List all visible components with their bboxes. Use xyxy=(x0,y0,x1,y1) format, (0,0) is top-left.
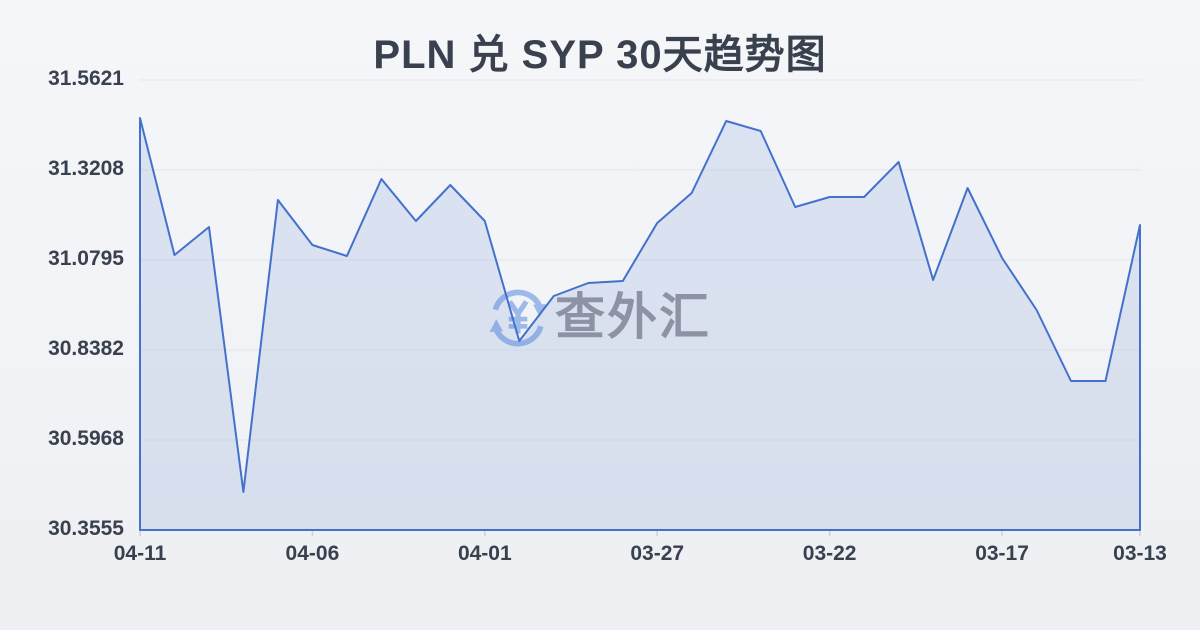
x-axis-label: 03-17 xyxy=(975,542,1029,565)
y-axis-label: 31.5621 xyxy=(48,67,124,90)
currency-exchange-icon xyxy=(489,289,547,347)
x-axis-label: 03-27 xyxy=(630,542,685,565)
y-axis-label: 30.3555 xyxy=(48,517,124,540)
watermark: 查外汇 xyxy=(487,286,711,348)
x-axis-label: 03-22 xyxy=(802,542,857,565)
y-axis-label: 31.0795 xyxy=(48,246,124,270)
y-axis-label: 31.3208 xyxy=(48,156,124,180)
x-axis-label: 04-11 xyxy=(113,542,167,565)
x-axis-label: 04-06 xyxy=(285,542,340,565)
x-axis-label: 03-13 xyxy=(1113,542,1167,565)
chart-title: PLN 兑 SYP 30天趋势图 xyxy=(373,33,827,77)
watermark-text: 查外汇 xyxy=(555,286,711,348)
y-axis-label: 30.5968 xyxy=(48,427,124,450)
y-axis-label: 30.8382 xyxy=(48,336,124,360)
x-axis-label: 04-01 xyxy=(457,542,512,565)
